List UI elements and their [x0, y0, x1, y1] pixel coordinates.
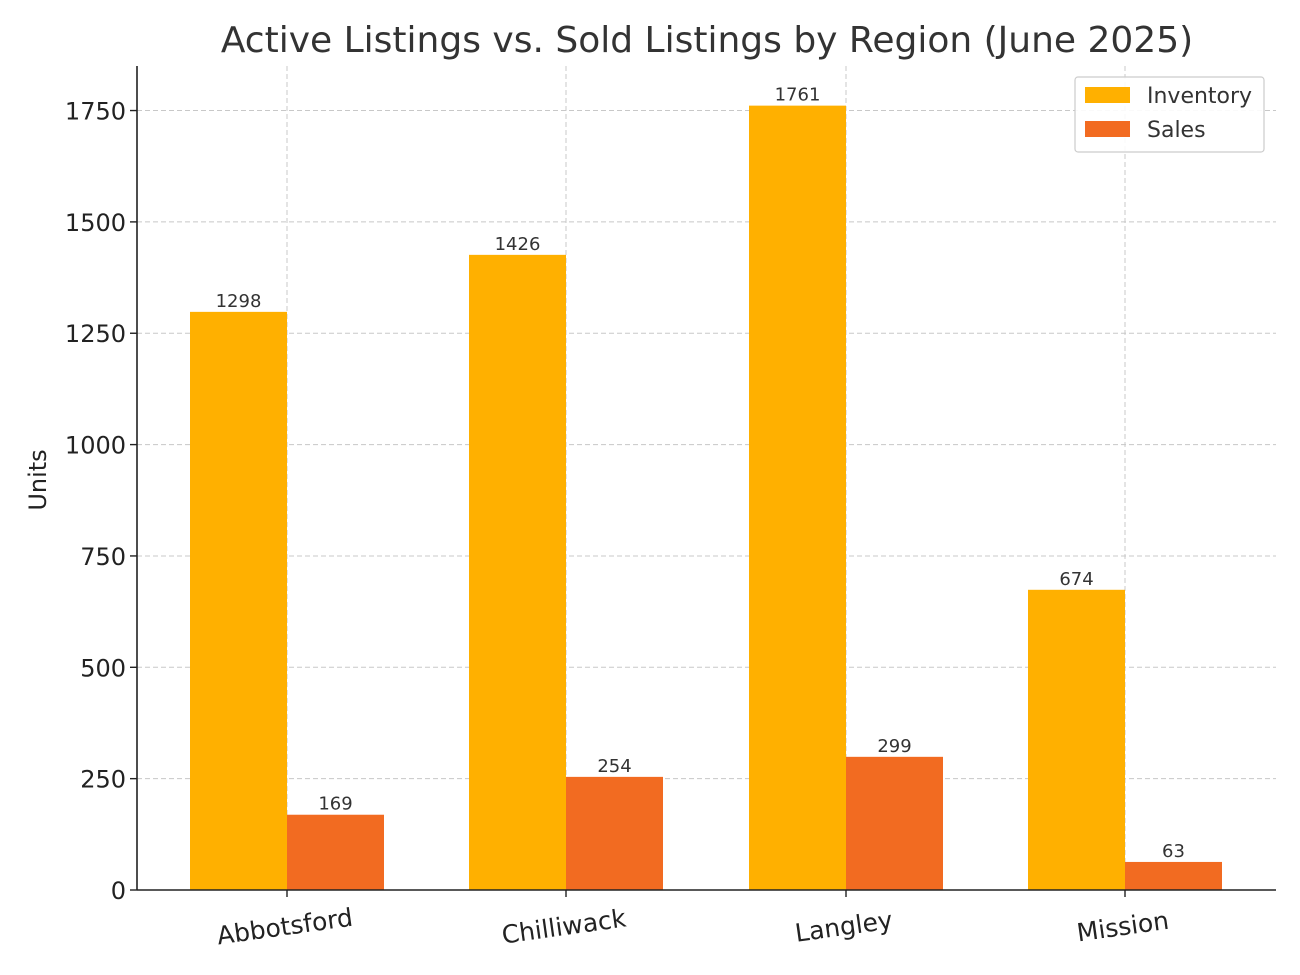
x-tick-label-mission: Mission — [1075, 906, 1171, 948]
bar-inventory-langley — [749, 105, 846, 890]
legend-swatch-sales — [1085, 121, 1130, 137]
x-tick-label-langley: Langley — [793, 905, 894, 947]
bar-value-label-inventory-abbotsford: 1298 — [216, 291, 262, 312]
y-tick-label-750: 750 — [80, 543, 126, 571]
bar-sales-chilliwack — [566, 776, 663, 890]
y-tick-label-0: 0 — [111, 877, 126, 905]
bar-value-label-sales-chilliwack: 254 — [597, 756, 631, 777]
bar-inventory-abbotsford — [190, 311, 287, 890]
bar-value-label-inventory-langley: 1761 — [775, 85, 821, 106]
bar-inventory-chilliwack — [469, 254, 566, 890]
bar-inventory-mission — [1028, 589, 1125, 890]
bar-value-label-sales-langley: 299 — [877, 736, 911, 757]
bar-value-label-inventory-chilliwack: 1426 — [495, 234, 541, 255]
bar-value-label-sales-mission: 63 — [1162, 841, 1185, 862]
bars-layer — [190, 105, 1222, 890]
y-tick-label-1750: 1750 — [65, 98, 126, 126]
labels-layer: 1298 1426 1761 674 169 254 299 63 — [216, 85, 1185, 862]
chart-title: Active Listings vs. Sold Listings by Reg… — [221, 20, 1193, 61]
bar-value-label-sales-abbotsford: 169 — [318, 794, 352, 815]
bar-sales-abbotsford — [287, 814, 384, 890]
legend-label-sales: Sales — [1147, 118, 1206, 143]
legend-swatch-inventory — [1085, 87, 1130, 103]
y-axis-label: Units — [24, 449, 52, 510]
bar-value-label-inventory-mission: 674 — [1059, 569, 1093, 590]
bar-sales-langley — [846, 756, 943, 890]
legend: Inventory Sales — [1074, 76, 1265, 153]
y-tick-label-500: 500 — [80, 654, 126, 682]
y-tick-label-1000: 1000 — [65, 432, 126, 460]
bar-sales-mission — [1125, 861, 1222, 890]
y-tick-label-250: 250 — [80, 766, 126, 794]
x-tick-label-abbotsford: Abbotsford — [215, 903, 354, 951]
y-tick-label-1250: 1250 — [65, 320, 126, 348]
x-tick-label-chilliwack: Chilliwack — [500, 903, 628, 949]
y-tick-label-1500: 1500 — [65, 209, 126, 237]
legend-label-inventory: Inventory — [1147, 84, 1252, 109]
